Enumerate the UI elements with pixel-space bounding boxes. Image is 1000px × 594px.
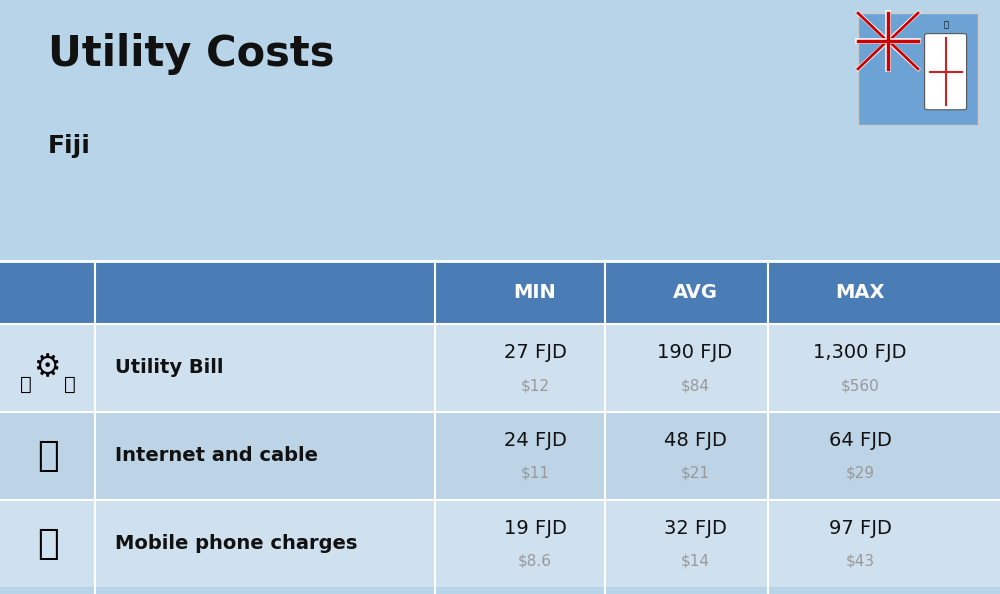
Text: 🔌: 🔌 [20,375,31,394]
Text: $8.6: $8.6 [518,554,552,569]
Text: ⚙️: ⚙️ [34,353,61,382]
Text: 64 FJD: 64 FJD [829,431,891,450]
Text: $43: $43 [845,554,875,569]
Text: Utility Bill: Utility Bill [115,358,224,377]
Text: MIN: MIN [514,283,556,302]
Bar [0,324,1000,412]
Text: 24 FJD: 24 FJD [504,431,566,450]
Text: Fiji: Fiji [48,134,91,157]
Text: $84: $84 [680,378,710,393]
Text: 📱: 📱 [37,526,58,561]
Text: 27 FJD: 27 FJD [504,343,566,362]
Text: 🚰: 🚰 [64,375,75,394]
Text: $21: $21 [680,466,710,481]
Bar [858,13,978,125]
Text: $560: $560 [841,378,879,393]
Bar [0,261,1000,324]
Text: 190 FJD: 190 FJD [657,343,733,362]
Text: AVG: AVG [672,283,718,302]
Text: 1,300 FJD: 1,300 FJD [813,343,907,362]
Text: $11: $11 [520,466,550,481]
Text: MAX: MAX [835,283,885,302]
Text: Internet and cable: Internet and cable [115,446,318,465]
Text: 32 FJD: 32 FJD [664,519,726,538]
Text: 48 FJD: 48 FJD [664,431,726,450]
Text: $29: $29 [845,466,875,481]
Bar [0,500,1000,587]
Text: Mobile phone charges: Mobile phone charges [115,534,357,553]
Text: $14: $14 [680,554,710,569]
Text: Utility Costs: Utility Costs [48,33,334,75]
Text: 97 FJD: 97 FJD [829,519,891,538]
Text: 📡: 📡 [37,438,58,473]
Text: $12: $12 [520,378,550,393]
FancyBboxPatch shape [925,34,967,110]
Bar [0,412,1000,500]
Text: 19 FJD: 19 FJD [504,519,566,538]
Text: 🦁: 🦁 [943,20,948,30]
